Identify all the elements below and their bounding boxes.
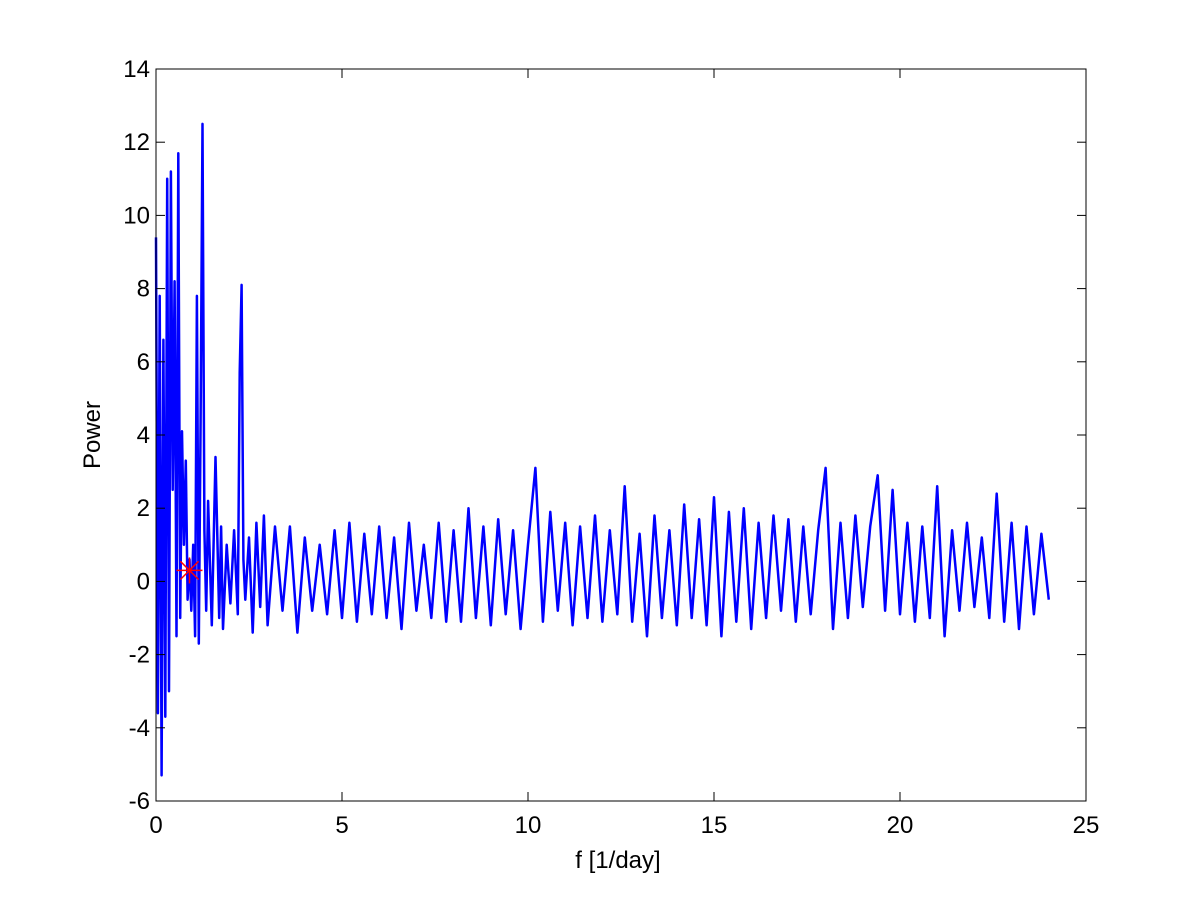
asterisk-stroke xyxy=(179,560,200,581)
x-tick-label: 5 xyxy=(335,812,348,839)
y-tick-label: 6 xyxy=(137,349,150,376)
y-tick-label: 8 xyxy=(137,276,150,303)
axes-background xyxy=(156,69,1086,801)
x-tick-label: 15 xyxy=(701,812,728,839)
power-spectrum-line xyxy=(154,122,1051,777)
y-tick-label: 4 xyxy=(137,422,150,449)
x-tick-label: 10 xyxy=(515,812,542,839)
y-tick-label: -2 xyxy=(129,642,150,669)
x-tick-label: 20 xyxy=(887,812,914,839)
y-tick-label: 2 xyxy=(137,495,150,522)
y-tick-label: 10 xyxy=(123,202,150,229)
x-tick-label: 25 xyxy=(1073,812,1100,839)
x-tick-label: 0 xyxy=(149,812,162,839)
y-tick-label: 14 xyxy=(123,56,150,83)
y-tick-label: 0 xyxy=(137,568,150,595)
y-axis-label: Power xyxy=(79,401,106,469)
y-tick-label: -4 xyxy=(129,715,150,742)
series-layer xyxy=(154,122,1051,777)
y-tick-label: -6 xyxy=(129,788,150,815)
tick-layer: 0 5 10 15 20 25 -6 -4 -2 0 2 4 6 8 10 12 14 xyxy=(123,56,1099,839)
y-tick-label: 12 xyxy=(123,129,150,156)
asterisk-marker xyxy=(176,557,203,584)
x-axis-label: f [1/day] xyxy=(575,847,660,874)
